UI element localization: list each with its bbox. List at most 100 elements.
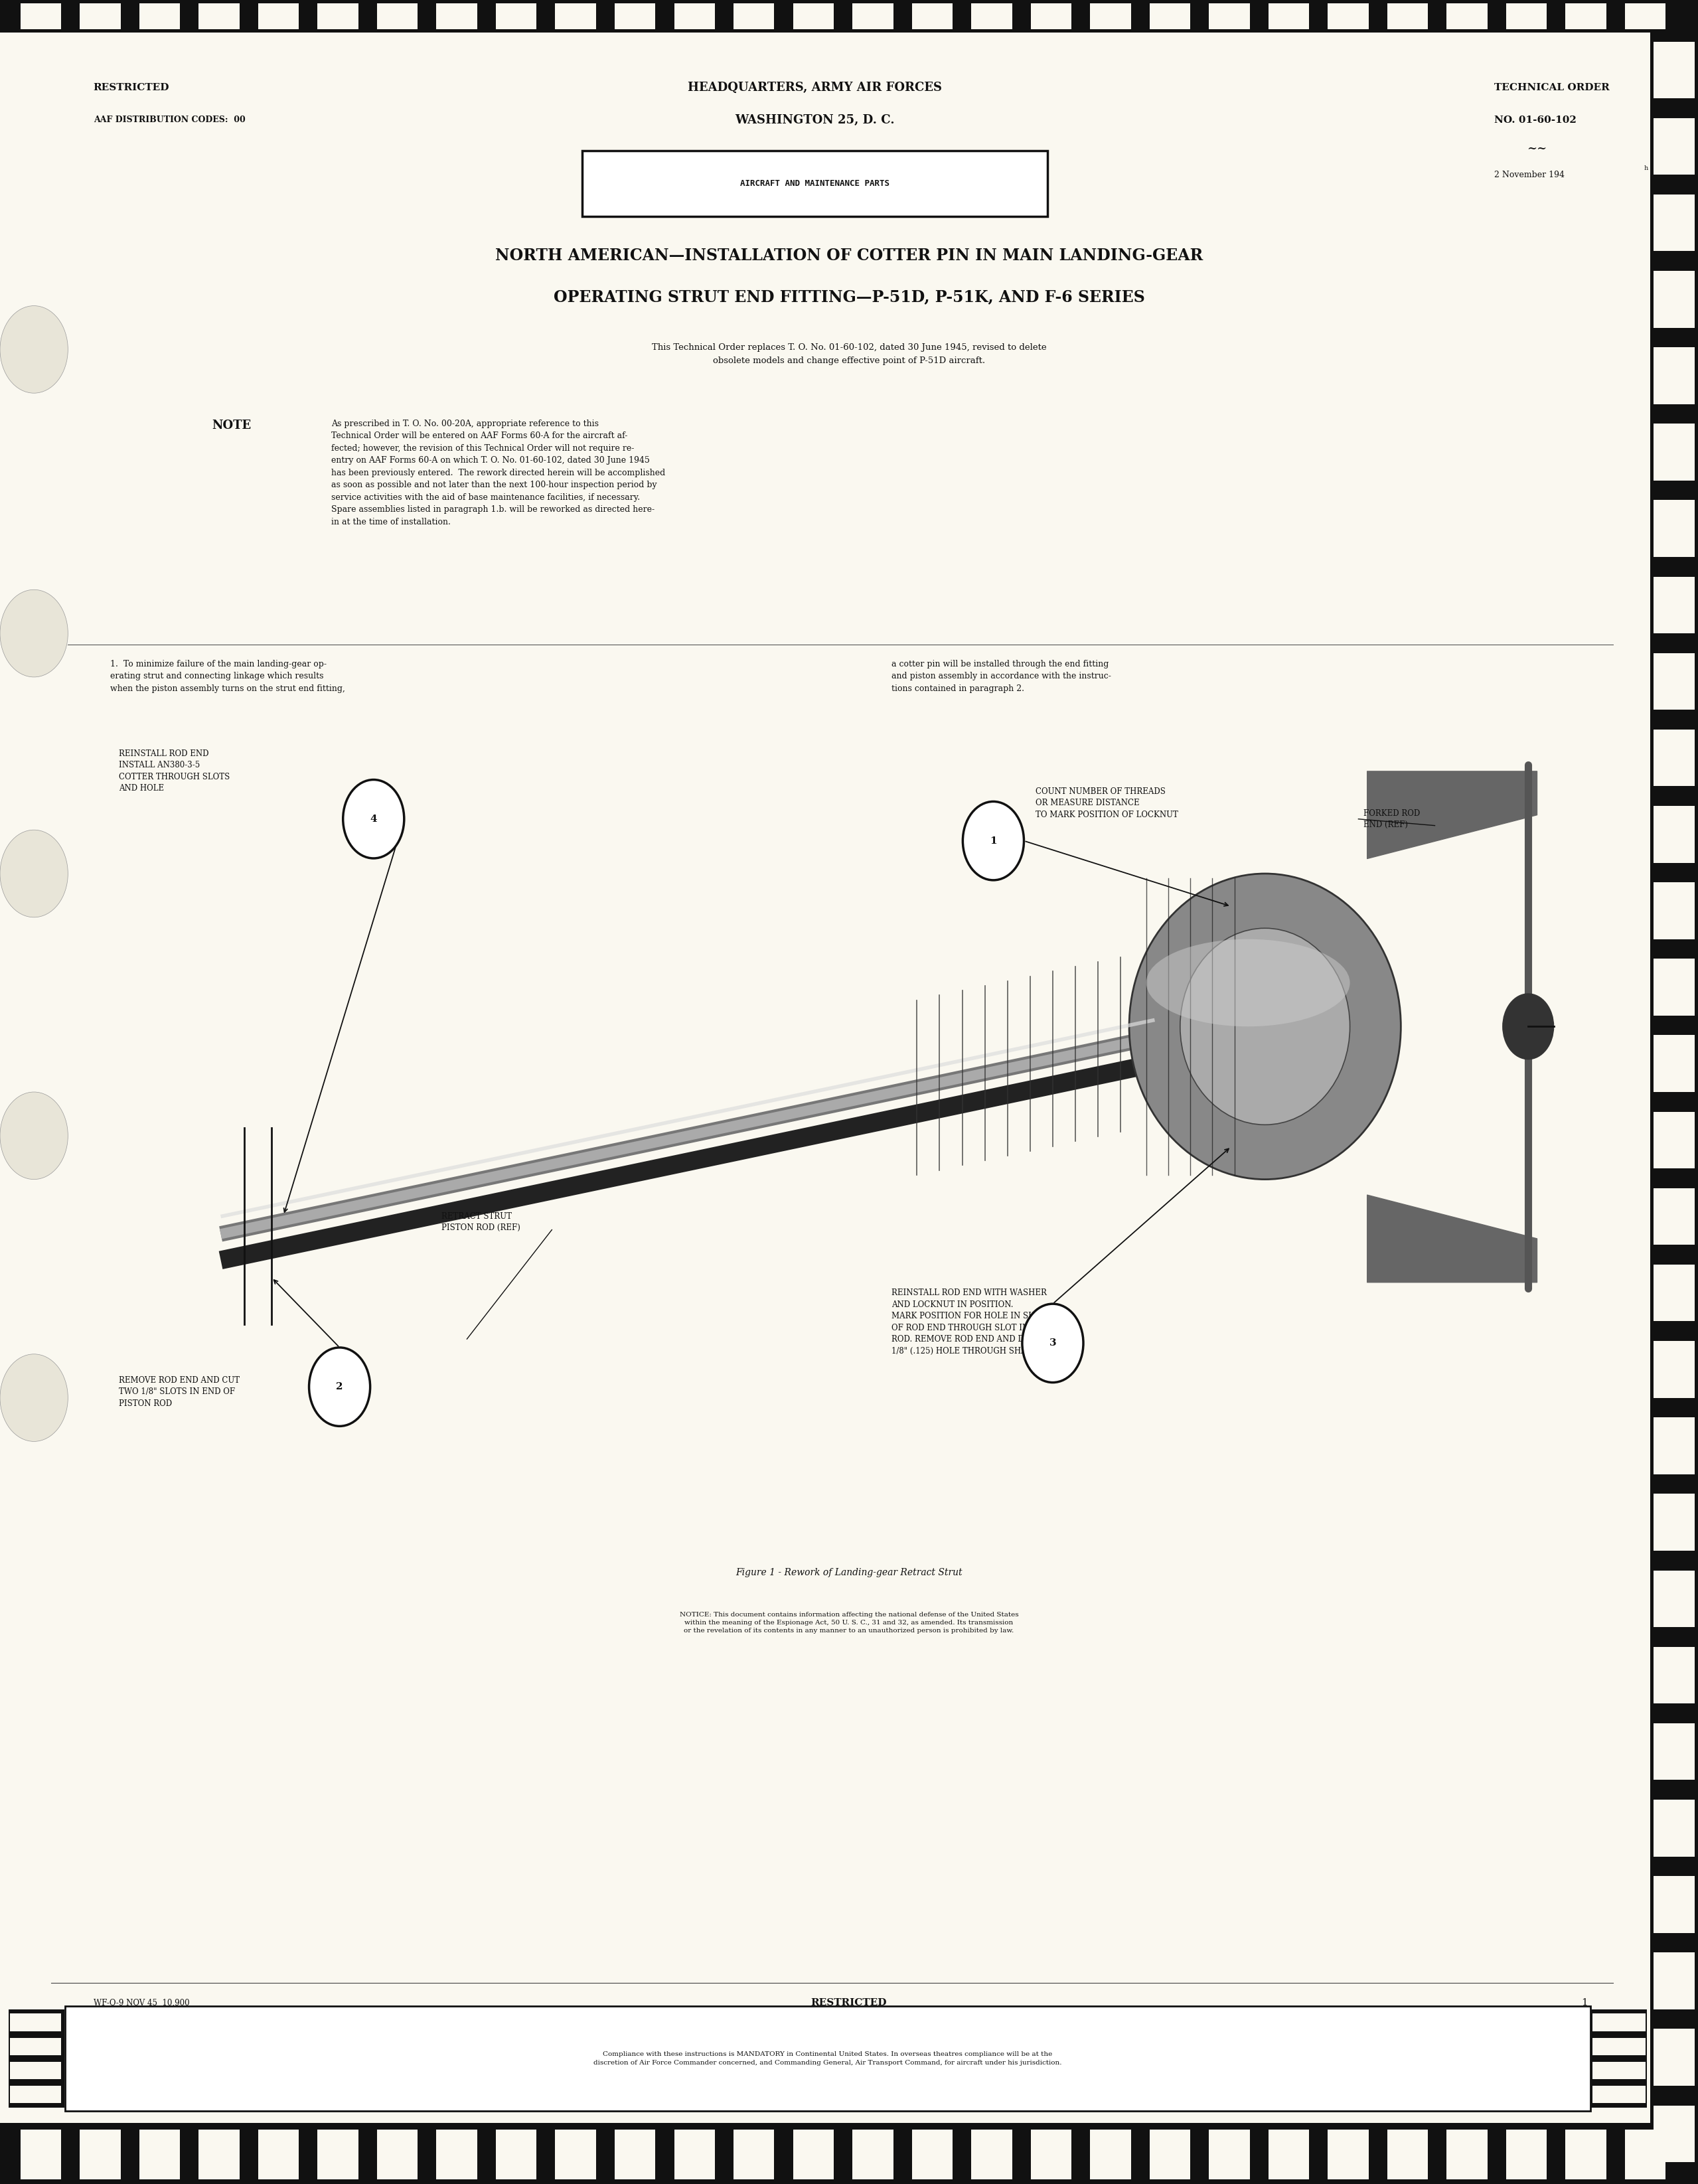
Text: 2 November 194: 2 November 194 (1494, 170, 1564, 179)
Polygon shape (1625, 4, 1666, 28)
Polygon shape (1150, 4, 1190, 28)
Polygon shape (377, 4, 418, 28)
Polygon shape (1654, 577, 1695, 633)
Polygon shape (1654, 882, 1695, 939)
Polygon shape (139, 2129, 180, 2180)
Text: REINSTALL ROD END WITH WASHER
AND LOCKNUT IN POSITION.
MARK POSITION FOR HOLE IN: REINSTALL ROD END WITH WASHER AND LOCKNU… (891, 1289, 1063, 1356)
Polygon shape (496, 4, 537, 28)
Polygon shape (20, 2129, 61, 2180)
Text: WASHINGTON 25, D. C.: WASHINGTON 25, D. C. (735, 114, 895, 127)
Polygon shape (971, 4, 1012, 28)
Text: REMOVE ROD END AND CUT
TWO 1/8" SLOTS IN END OF
PISTON ROD: REMOVE ROD END AND CUT TWO 1/8" SLOTS IN… (119, 1376, 239, 1409)
Polygon shape (1591, 2009, 1647, 2108)
Polygon shape (10, 2062, 61, 2079)
Polygon shape (793, 2129, 834, 2180)
Polygon shape (852, 4, 893, 28)
Text: This Technical Order replaces T. O. No. 01-60-102, dated 30 June 1945, revised t: This Technical Order replaces T. O. No. … (652, 343, 1046, 365)
Text: WF-O-9 NOV 45  10,900: WF-O-9 NOV 45 10,900 (93, 1998, 190, 2007)
Polygon shape (793, 4, 834, 28)
Polygon shape (1328, 4, 1369, 28)
Text: OPERATING STRUT END FITTING—P-51D, P-51K, AND F-6 SERIES: OPERATING STRUT END FITTING—P-51D, P-51K… (554, 288, 1144, 306)
Polygon shape (1654, 1876, 1695, 1933)
Text: 1.  To minimize failure of the main landing-gear op-
erating strut and connectin: 1. To minimize failure of the main landi… (110, 660, 345, 692)
Polygon shape (1654, 1417, 1695, 1474)
Polygon shape (318, 4, 358, 28)
Polygon shape (0, 0, 1698, 33)
Polygon shape (1654, 41, 1695, 98)
Polygon shape (318, 2129, 358, 2180)
Polygon shape (1654, 1570, 1695, 1627)
Polygon shape (8, 2009, 65, 2108)
Polygon shape (1090, 2129, 1131, 2180)
Polygon shape (199, 4, 239, 28)
Polygon shape (1593, 2062, 1645, 2079)
Polygon shape (1150, 2129, 1190, 2180)
Text: NORTH AMERICAN—INSTALLATION OF COTTER PIN IN MAIN LANDING-GEAR: NORTH AMERICAN—INSTALLATION OF COTTER PI… (496, 247, 1202, 264)
Polygon shape (1654, 1112, 1695, 1168)
Polygon shape (1268, 4, 1309, 28)
Polygon shape (1654, 424, 1695, 480)
Ellipse shape (1146, 939, 1350, 1026)
Text: HEADQUARTERS, ARMY AIR FORCES: HEADQUARTERS, ARMY AIR FORCES (688, 81, 942, 94)
Polygon shape (80, 4, 121, 28)
Polygon shape (1654, 500, 1695, 557)
Polygon shape (1654, 653, 1695, 710)
Polygon shape (1447, 2129, 1487, 2180)
Polygon shape (555, 4, 596, 28)
Text: RETRACT STRUT
PISTON ROD (REF): RETRACT STRUT PISTON ROD (REF) (441, 1212, 520, 1232)
Text: AIRCRAFT AND MAINTENANCE PARTS: AIRCRAFT AND MAINTENANCE PARTS (740, 179, 890, 188)
Polygon shape (1654, 194, 1695, 251)
Polygon shape (80, 2129, 121, 2180)
Polygon shape (1654, 1035, 1695, 1092)
Polygon shape (258, 2129, 299, 2180)
Text: 1: 1 (1581, 1998, 1588, 2007)
Polygon shape (1209, 4, 1250, 28)
Text: As prescribed in T. O. No. 00-20A, appropriate reference to this
Technical Order: As prescribed in T. O. No. 00-20A, appro… (331, 419, 666, 526)
Text: h: h (1644, 166, 1647, 170)
Polygon shape (1625, 2129, 1666, 2180)
Polygon shape (615, 2129, 655, 2180)
Polygon shape (1593, 2038, 1645, 2055)
Text: 1: 1 (990, 836, 997, 845)
Polygon shape (10, 2014, 61, 2031)
Text: NOTE: NOTE (212, 419, 251, 430)
Circle shape (1503, 994, 1554, 1059)
Text: REINSTALL ROD END
INSTALL AN380-3-5
COTTER THROUGH SLOTS
AND HOLE: REINSTALL ROD END INSTALL AN380-3-5 COTT… (119, 749, 229, 793)
Text: NOTICE: This document contains information affecting the national defense of the: NOTICE: This document contains informati… (679, 1612, 1019, 1634)
Circle shape (309, 1348, 370, 1426)
Polygon shape (1566, 2129, 1606, 2180)
Polygon shape (1090, 4, 1131, 28)
Polygon shape (10, 2086, 61, 2103)
Circle shape (963, 802, 1024, 880)
Text: Compliance with these instructions is MANDATORY in Continental United States. In: Compliance with these instructions is MA… (594, 2051, 1061, 2066)
Polygon shape (0, 2123, 1650, 2184)
Ellipse shape (1180, 928, 1350, 1125)
Polygon shape (1031, 4, 1071, 28)
Text: RESTRICTED: RESTRICTED (812, 1998, 886, 2007)
Polygon shape (1654, 1800, 1695, 1856)
Polygon shape (674, 2129, 715, 2180)
Polygon shape (1654, 1952, 1695, 2009)
Polygon shape (971, 2129, 1012, 2180)
Polygon shape (1328, 2129, 1369, 2180)
Polygon shape (1593, 2086, 1645, 2103)
Text: FORKED ROD
END (REF): FORKED ROD END (REF) (1363, 808, 1420, 830)
Polygon shape (1506, 2129, 1547, 2180)
Polygon shape (1268, 2129, 1309, 2180)
Text: ~~: ~~ (1527, 142, 1547, 155)
Polygon shape (1650, 33, 1698, 2184)
Polygon shape (1654, 347, 1695, 404)
Text: a cotter pin will be installed through the end fitting
and piston assembly in ac: a cotter pin will be installed through t… (891, 660, 1110, 692)
Polygon shape (1654, 2105, 1695, 2162)
Polygon shape (912, 4, 953, 28)
Polygon shape (1031, 2129, 1071, 2180)
Polygon shape (674, 4, 715, 28)
Circle shape (0, 830, 68, 917)
Polygon shape (1654, 959, 1695, 1016)
Polygon shape (1654, 1265, 1695, 1321)
Text: RESTRICTED: RESTRICTED (93, 83, 170, 92)
Polygon shape (1447, 4, 1487, 28)
Polygon shape (1387, 2129, 1428, 2180)
Polygon shape (496, 2129, 537, 2180)
Circle shape (0, 1092, 68, 1179)
